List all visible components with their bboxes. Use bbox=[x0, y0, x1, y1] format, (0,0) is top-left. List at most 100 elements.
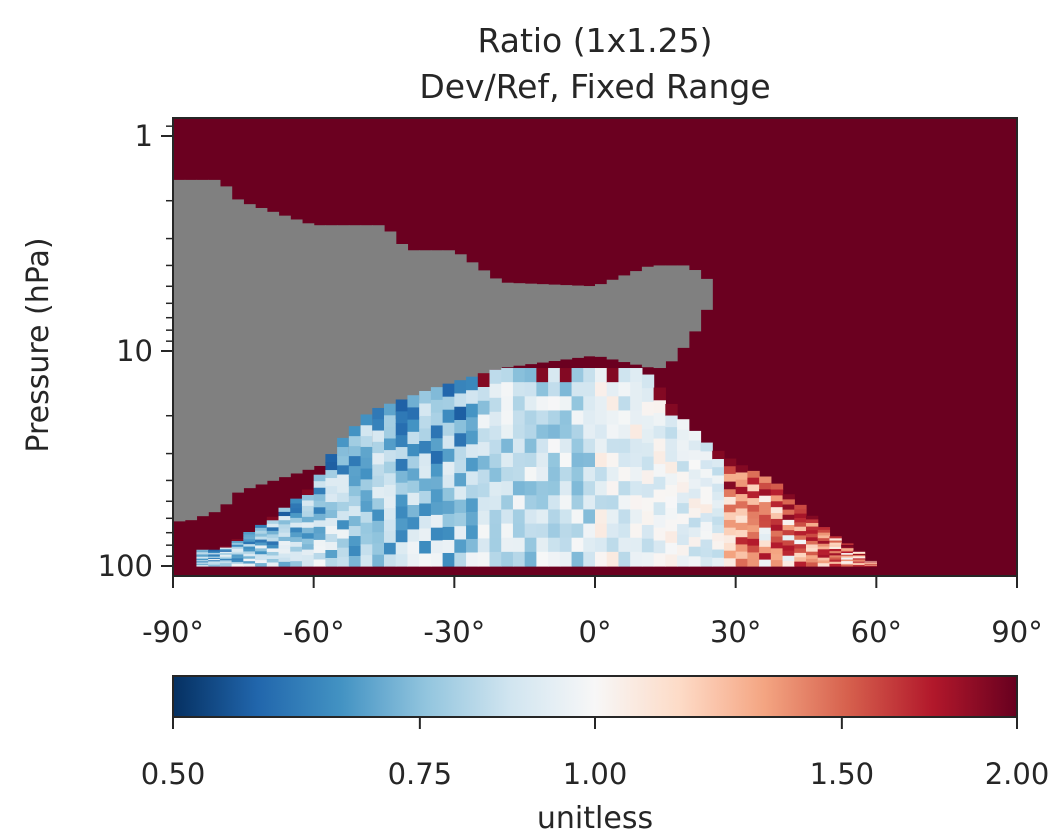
missing-data-cell bbox=[595, 284, 608, 357]
ratio-cell bbox=[442, 422, 455, 437]
ratio-cell bbox=[395, 399, 409, 412]
ratio-cell bbox=[677, 419, 690, 431]
ratio-cell bbox=[301, 505, 315, 512]
ratio-cell bbox=[559, 523, 573, 539]
ratio-cell bbox=[430, 502, 444, 516]
ratio-cell bbox=[817, 543, 831, 548]
ratio-cell bbox=[641, 401, 655, 417]
ratio-cell bbox=[595, 467, 608, 482]
ratio-cell bbox=[219, 561, 233, 564]
ratio-cell bbox=[688, 537, 702, 548]
ratio-cell bbox=[430, 438, 444, 452]
ratio-cell bbox=[419, 428, 432, 442]
ratio-cell bbox=[770, 507, 784, 514]
ratio-cell bbox=[430, 527, 444, 542]
ratio-cell bbox=[665, 519, 678, 532]
ratio-cell bbox=[466, 471, 479, 486]
ratio-cell bbox=[782, 524, 795, 531]
ratio-cell bbox=[536, 424, 549, 440]
ratio-cell bbox=[747, 491, 760, 499]
ratio-cell bbox=[243, 551, 256, 555]
ratio-cell bbox=[817, 546, 831, 550]
ratio-cell bbox=[290, 513, 303, 519]
ratio-cell bbox=[595, 368, 608, 383]
ratio-cell bbox=[301, 489, 315, 496]
ratio-cell bbox=[477, 524, 491, 540]
ratio-cell bbox=[196, 564, 209, 567]
ratio-cell bbox=[348, 556, 362, 567]
ratio-cell bbox=[208, 561, 221, 564]
ratio-cell bbox=[278, 541, 291, 546]
ratio-cell bbox=[524, 410, 537, 426]
ratio-cell bbox=[325, 510, 338, 519]
ratio-cell bbox=[290, 561, 303, 567]
ratio-cell bbox=[266, 548, 280, 553]
ratio-cell bbox=[606, 452, 620, 468]
ratio-cell bbox=[442, 474, 455, 489]
ratio-cell bbox=[501, 509, 514, 525]
ratio-cell bbox=[583, 410, 596, 426]
ratio-cell bbox=[290, 527, 303, 533]
ratio-cell bbox=[372, 475, 385, 488]
missing-data-cell bbox=[559, 285, 573, 360]
ratio-cell bbox=[489, 383, 502, 399]
ratio-cell bbox=[665, 542, 678, 556]
missing-data-cell bbox=[208, 179, 221, 513]
ratio-cell bbox=[266, 516, 280, 521]
ratio-cell bbox=[806, 544, 819, 549]
ratio-cell bbox=[219, 556, 233, 559]
ratio-cell bbox=[489, 453, 502, 469]
ratio-cell bbox=[559, 481, 573, 496]
ratio-cell bbox=[454, 552, 467, 567]
ratio-cell bbox=[313, 507, 326, 515]
ratio-cell bbox=[723, 519, 737, 529]
ratio-cell bbox=[337, 474, 350, 485]
ratio-cell bbox=[841, 561, 854, 564]
ratio-cell bbox=[524, 551, 537, 567]
ratio-cell bbox=[829, 538, 842, 542]
ratio-cell bbox=[759, 527, 772, 535]
colorbar-tick-label: 1.00 bbox=[563, 757, 628, 791]
ratio-cell bbox=[301, 511, 315, 518]
ratio-cell bbox=[829, 553, 842, 556]
ratio-cell bbox=[313, 513, 326, 521]
missing-data-cell bbox=[454, 254, 467, 381]
ratio-cell bbox=[747, 559, 760, 567]
ratio-cell bbox=[618, 424, 631, 440]
ratio-cell bbox=[548, 467, 561, 482]
ratio-cell bbox=[852, 552, 866, 555]
ratio-cell bbox=[208, 556, 221, 559]
ratio-cell bbox=[829, 557, 842, 561]
ratio-cell bbox=[466, 430, 479, 445]
ratio-cell bbox=[360, 436, 373, 448]
ratio-cell bbox=[688, 517, 702, 528]
ratio-cell bbox=[606, 495, 620, 511]
ratio-cell bbox=[606, 523, 620, 539]
ratio-cell bbox=[512, 382, 526, 397]
ratio-cell bbox=[723, 489, 737, 498]
ratio-cell bbox=[290, 503, 303, 509]
missing-data-cell bbox=[688, 270, 702, 332]
ratio-cell bbox=[489, 551, 502, 567]
ratio-cell bbox=[466, 484, 479, 499]
ratio-cell bbox=[489, 467, 502, 483]
ratio-cell bbox=[653, 489, 666, 503]
ratio-cell bbox=[313, 500, 326, 508]
ratio-cell bbox=[395, 494, 409, 508]
ratio-cell bbox=[290, 541, 303, 548]
ratio-cell bbox=[770, 489, 784, 496]
ratio-cell bbox=[571, 495, 584, 511]
ratio-cell bbox=[548, 382, 561, 397]
ratio-cell bbox=[770, 501, 784, 508]
ratio-cell bbox=[219, 563, 233, 566]
ratio-cell bbox=[430, 540, 444, 554]
ratio-cell bbox=[829, 536, 842, 539]
ratio-cell bbox=[477, 428, 491, 443]
ratio-cell bbox=[700, 513, 713, 523]
ratio-cell bbox=[290, 537, 303, 543]
ratio-cell bbox=[618, 537, 631, 553]
ratio-cell bbox=[653, 400, 666, 414]
x-tick-label: 30° bbox=[710, 615, 761, 649]
ratio-cell bbox=[501, 410, 514, 426]
ratio-cell bbox=[325, 558, 338, 567]
